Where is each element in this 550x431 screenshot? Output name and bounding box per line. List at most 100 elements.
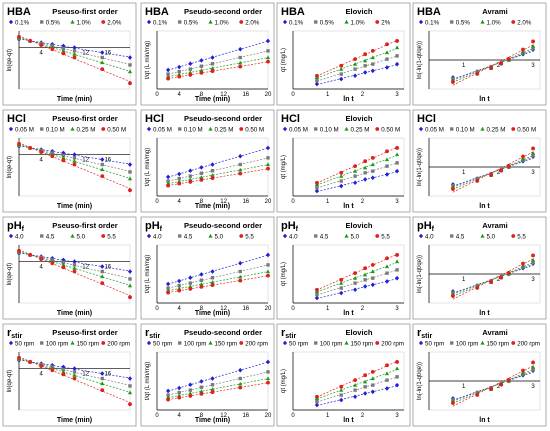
- legend-entry: 0.1%: [289, 20, 304, 27]
- panel-frame: [276, 2, 411, 106]
- legend-marker: [282, 126, 288, 132]
- legend-entry: 1.0%: [215, 20, 230, 27]
- legend-entry: 5.0: [215, 234, 224, 241]
- data-point-series-4: [370, 48, 375, 53]
- data-point-series-4: [100, 281, 105, 286]
- data-point-series-3: [339, 387, 344, 392]
- data-point-series-2: [238, 55, 242, 60]
- data-point-series-3: [127, 69, 133, 74]
- legend-marker: [101, 341, 106, 345]
- data-point-series-4: [451, 401, 455, 405]
- legend-marker: [418, 126, 424, 132]
- data-point-series-1: [339, 76, 344, 82]
- data-point-series-2: [72, 49, 77, 53]
- data-point-series-3: [520, 263, 526, 268]
- data-point-series-1: [100, 371, 105, 376]
- legend-entry: 50 rpm: [289, 341, 308, 348]
- legend-marker: [480, 340, 485, 345]
- data-point-series-1: [238, 260, 243, 266]
- x-tick-label: 3: [531, 63, 535, 69]
- legend-entry: 0.5%: [456, 20, 471, 27]
- legend-marker: [450, 127, 454, 131]
- data-point-series-2: [100, 162, 104, 167]
- data-point-series-2: [266, 49, 270, 53]
- data-point-series-1: [61, 364, 66, 370]
- data-point-series-3: [520, 49, 526, 54]
- panel-title: Elovich: [345, 328, 372, 337]
- legend-marker: [239, 341, 244, 345]
- data-point-series-2: [363, 64, 367, 68]
- data-point-series-4: [353, 271, 357, 276]
- legend-entry: 0.5%: [320, 20, 335, 27]
- data-point-series-4: [61, 265, 66, 270]
- legend-entry: 100 rpm: [184, 341, 207, 348]
- panel-title: Pseuso-first order: [52, 7, 117, 16]
- data-point-series-4: [61, 372, 66, 377]
- data-point-series-4: [72, 376, 77, 381]
- data-point-series-1: [363, 391, 368, 396]
- data-point-series-1: [370, 175, 375, 181]
- data-point-series-3: [530, 257, 536, 262]
- data-point-series-1: [166, 174, 171, 180]
- panel-title: Pseuso-first order: [52, 221, 117, 230]
- data-point-series-4: [39, 43, 44, 47]
- legend-marker: [178, 234, 182, 238]
- x-tick-label: 2: [497, 170, 501, 176]
- data-point-series-3: [72, 373, 77, 377]
- data-point-series-3: [363, 272, 368, 277]
- data-point-series-3: [352, 275, 358, 280]
- legend-entry: 0.05 M: [15, 127, 34, 134]
- fit-line-series-4: [168, 275, 269, 293]
- panel-title: Pseudo-second order: [184, 114, 262, 123]
- data-point-series-3: [530, 150, 536, 155]
- data-point-series-2: [531, 46, 535, 51]
- data-point-series-1: [72, 45, 77, 50]
- legend-entry: 0.05 M: [153, 127, 172, 134]
- data-point-series-4: [499, 168, 504, 173]
- data-point-series-2: [371, 383, 375, 387]
- x-tick-label: 20: [265, 306, 272, 312]
- data-point-series-4: [353, 57, 357, 62]
- panel-title: Pseudo-second order: [184, 221, 262, 230]
- panel-title: Pseuso-first order: [52, 328, 117, 337]
- data-point-series-4: [499, 275, 504, 280]
- legend-entry: 0.1%: [425, 20, 440, 27]
- data-point-series-3: [370, 269, 375, 274]
- legend-entry: 200 rpm: [517, 341, 540, 348]
- panel-title: Pseuso-first order: [52, 114, 117, 123]
- legend-marker: [178, 341, 182, 345]
- data-point-series-4: [385, 256, 389, 261]
- x-tick-label: 12: [82, 265, 89, 271]
- data-point-series-1: [199, 165, 204, 170]
- data-point-series-4: [28, 146, 32, 150]
- data-point-series-1: [363, 177, 368, 182]
- legend-marker: [511, 127, 516, 131]
- x-axis-label: ln t: [343, 417, 354, 424]
- legend-marker: [239, 20, 244, 24]
- data-point-series-4: [100, 67, 105, 72]
- x-tick-label: 12: [82, 158, 89, 164]
- panel-frame: [140, 109, 275, 213]
- x-tick-label: 1: [462, 277, 466, 283]
- legend-marker: [282, 233, 288, 239]
- data-point-series-4: [521, 368, 525, 373]
- data-point-series-3: [265, 269, 271, 274]
- data-point-series-4: [395, 39, 399, 43]
- x-tick-label: 0: [155, 199, 159, 205]
- data-point-series-1: [265, 145, 271, 151]
- data-point-series-4: [177, 181, 182, 186]
- panel-title: Elovich: [345, 221, 372, 230]
- data-point-series-3: [199, 175, 204, 179]
- data-point-series-4: [100, 388, 105, 393]
- data-point-series-3: [210, 280, 215, 284]
- data-point-series-4: [266, 380, 270, 385]
- data-point-series-4: [451, 187, 455, 191]
- legend-marker: [178, 20, 182, 24]
- y-axis-label: ln(-ln(1-qt/qe)): [417, 148, 423, 186]
- data-point-series-2: [128, 277, 132, 281]
- data-point-series-1: [339, 183, 344, 189]
- data-point-series-4: [100, 174, 105, 179]
- data-point-series-3: [394, 152, 400, 157]
- x-tick-label: 16: [242, 413, 249, 419]
